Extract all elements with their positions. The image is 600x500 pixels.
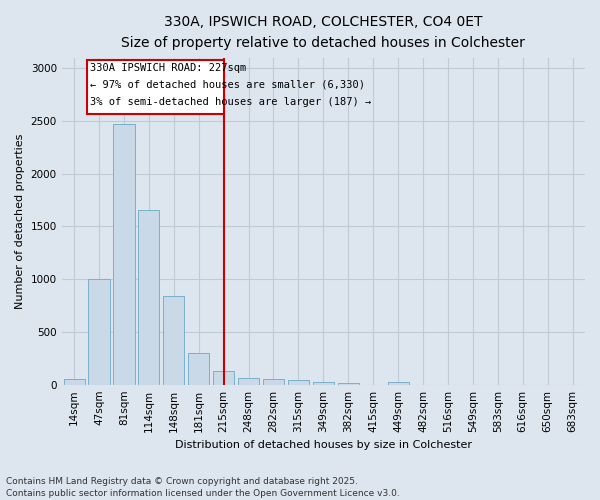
- X-axis label: Distribution of detached houses by size in Colchester: Distribution of detached houses by size …: [175, 440, 472, 450]
- Bar: [88, 278, 110, 384]
- Bar: [288, 380, 309, 384]
- Bar: [338, 383, 359, 384]
- Bar: [138, 210, 160, 384]
- Bar: [388, 382, 409, 384]
- Text: 3% of semi-detached houses are larger (187) →: 3% of semi-detached houses are larger (1…: [89, 96, 371, 106]
- Title: 330A, IPSWICH ROAD, COLCHESTER, CO4 0ET
Size of property relative to detached ho: 330A, IPSWICH ROAD, COLCHESTER, CO4 0ET …: [121, 15, 525, 50]
- Text: Contains HM Land Registry data © Crown copyright and database right 2025.
Contai: Contains HM Land Registry data © Crown c…: [6, 476, 400, 498]
- Bar: [263, 379, 284, 384]
- Bar: [188, 353, 209, 384]
- Y-axis label: Number of detached properties: Number of detached properties: [15, 134, 25, 309]
- Bar: [64, 380, 85, 384]
- Bar: [213, 371, 234, 384]
- Bar: [238, 378, 259, 384]
- Bar: [113, 124, 134, 384]
- Bar: [163, 296, 184, 384]
- Bar: [313, 382, 334, 384]
- Text: 330A IPSWICH ROAD: 227sqm: 330A IPSWICH ROAD: 227sqm: [89, 63, 246, 73]
- FancyBboxPatch shape: [86, 60, 224, 114]
- Text: ← 97% of detached houses are smaller (6,330): ← 97% of detached houses are smaller (6,…: [89, 80, 365, 90]
